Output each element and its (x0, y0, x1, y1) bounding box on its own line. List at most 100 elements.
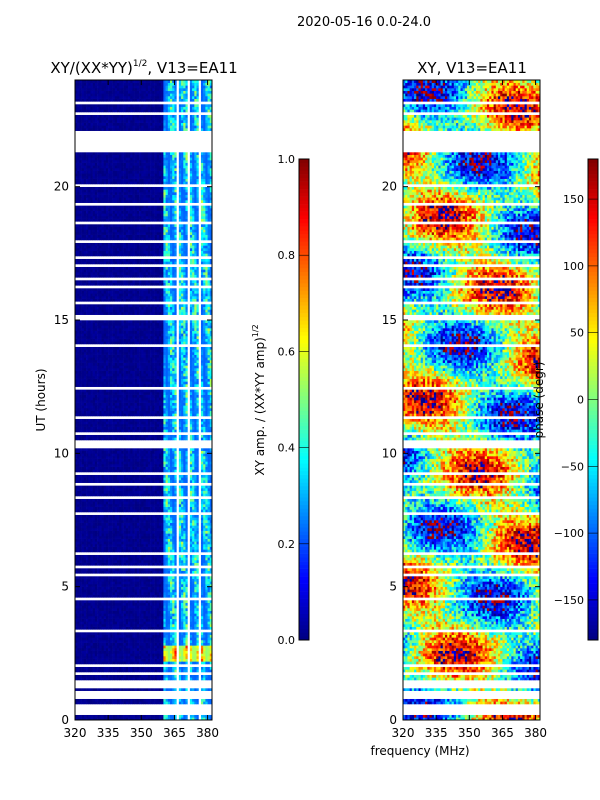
amp-cell (179, 645, 182, 648)
amp-cell (183, 656, 186, 659)
amp-cell (183, 699, 186, 702)
amp-cell (170, 669, 173, 672)
amp-cell (144, 667, 147, 670)
amp-cell (90, 632, 93, 635)
amp-cell (77, 688, 80, 691)
amp-cell (192, 699, 195, 702)
amp-cell (190, 677, 193, 680)
amp-cell (104, 619, 107, 622)
amp-cell (93, 648, 96, 651)
amp-cell (128, 675, 131, 678)
amp-cell (172, 616, 175, 619)
amp-cell (179, 635, 182, 638)
amp-cell (148, 627, 151, 630)
amp-cell (148, 624, 151, 627)
amp-cell (172, 624, 175, 627)
amp-cell (119, 637, 122, 640)
amp-cell (79, 669, 82, 672)
amp-cell (126, 653, 129, 656)
amp-cell (132, 653, 135, 656)
amp-cell (110, 645, 113, 648)
amp-cell (144, 616, 147, 619)
amp-cell (201, 643, 204, 646)
amp-cell (179, 653, 182, 656)
amp-cell (174, 648, 177, 651)
amp-cell (141, 688, 144, 691)
amp-cell (79, 640, 82, 643)
amp-cell (205, 643, 208, 646)
amp-cell (86, 699, 89, 702)
amp-cell (159, 669, 162, 672)
amp-cell (190, 624, 193, 627)
amp-cell (177, 632, 180, 635)
amp-cell (172, 648, 175, 651)
amp-cell (113, 637, 116, 640)
amp-cell (115, 677, 118, 680)
amp-cell (110, 627, 113, 630)
amp-cell (146, 635, 149, 638)
amp-cell (77, 637, 80, 640)
amp-cell (208, 619, 211, 622)
amp-cell (172, 627, 175, 630)
amp-cell (172, 699, 175, 702)
amp-cell (166, 659, 169, 662)
amp-cell (152, 669, 155, 672)
amp-cell (159, 661, 162, 664)
amp-cell (146, 632, 149, 635)
amp-cell (192, 715, 195, 718)
amp-cell (77, 677, 80, 680)
amp-cell (179, 677, 182, 680)
amp-cell (144, 653, 147, 656)
amp-cell (106, 627, 109, 630)
amp-cell (179, 627, 182, 630)
amp-cell (124, 627, 127, 630)
amp-cell (121, 635, 124, 638)
amp-cell (126, 701, 129, 704)
amp-cell (159, 648, 162, 651)
amp-cell (104, 621, 107, 624)
amp-cell (179, 619, 182, 622)
amp-cell (113, 659, 116, 662)
amp-cell (144, 651, 147, 654)
amp-cell (84, 643, 87, 646)
amp-cell (126, 715, 129, 718)
figure: 2020-05-16 0.0-24.0 XY/(XX*YY)1/2, V13=E… (0, 0, 600, 800)
amp-cell (150, 653, 153, 656)
amp-cell (168, 637, 171, 640)
amp-cell (144, 627, 147, 630)
amp-cell (86, 637, 89, 640)
amp-cell (104, 669, 107, 672)
amp-cell (115, 669, 118, 672)
amp-cell (148, 653, 151, 656)
amp-flagged-row (75, 629, 212, 632)
amp-cell (148, 621, 151, 624)
amp-cell (192, 637, 195, 640)
amp-cell (188, 659, 191, 662)
amp-cell (152, 640, 155, 643)
amp-cell (159, 677, 162, 680)
amp-cell (163, 677, 166, 680)
amp-cell (150, 645, 153, 648)
amp-cell (79, 624, 82, 627)
amp-cell (155, 627, 158, 630)
amp-cell (150, 715, 153, 718)
amp-cell (192, 688, 195, 691)
amp-cell (90, 651, 93, 654)
amp-flagged-row (75, 704, 212, 707)
amp-cell (172, 659, 175, 662)
amp-flagged-row (75, 685, 212, 688)
amp-cell (181, 635, 184, 638)
amp-cell (185, 688, 188, 691)
amp-cell (194, 688, 197, 691)
amp-cell (199, 669, 202, 672)
amp-cell (137, 637, 140, 640)
amp-cell (110, 619, 113, 622)
amp-cell (199, 643, 202, 646)
amp-cell (117, 677, 120, 680)
amp-cell (141, 677, 144, 680)
amp-cell (124, 715, 127, 718)
amp-panel: XY/(XX*YY)1/2, V13=EA11 320 335 350 365 3800… (34, 59, 309, 740)
amp-cell (174, 645, 177, 648)
amp-cell (188, 688, 191, 691)
amp-cell (99, 669, 102, 672)
